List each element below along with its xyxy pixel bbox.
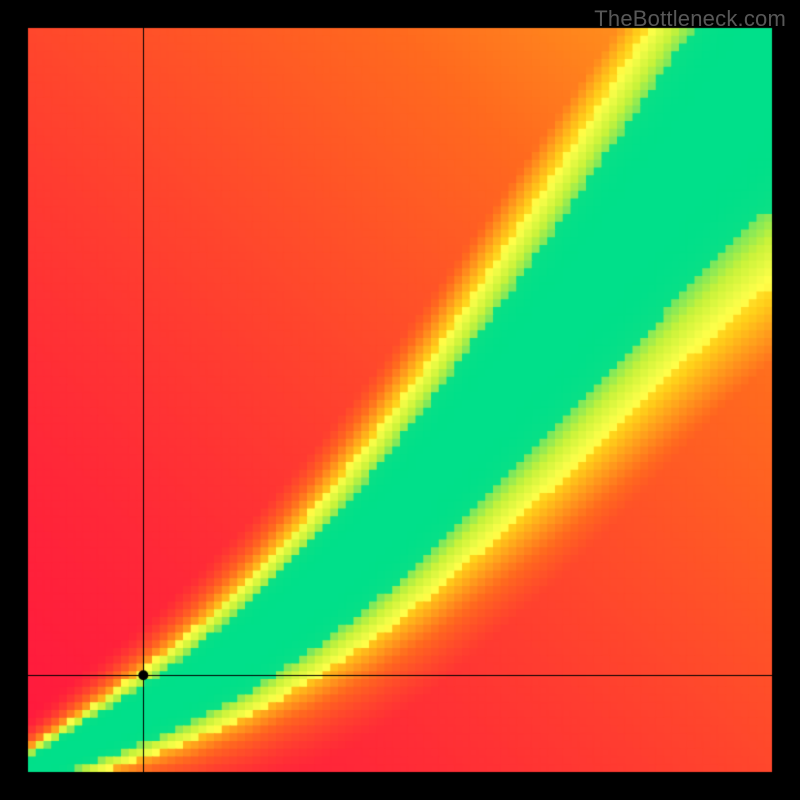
bottleneck-heatmap xyxy=(0,0,800,800)
watermark-text: TheBottleneck.com xyxy=(594,6,786,32)
